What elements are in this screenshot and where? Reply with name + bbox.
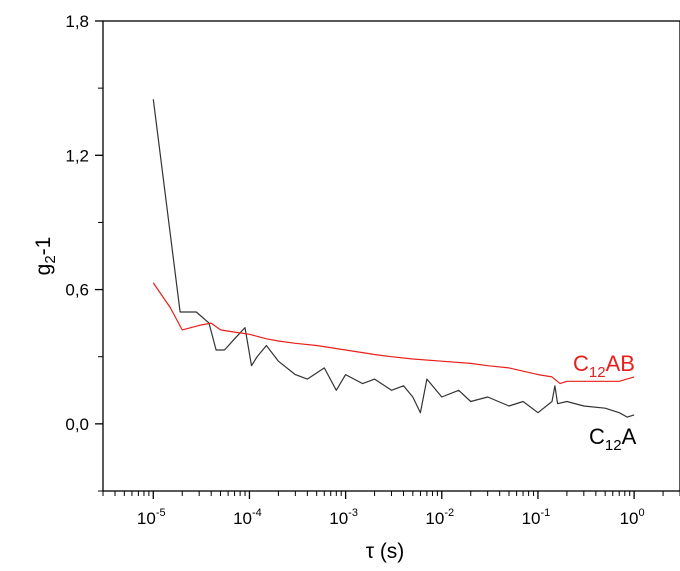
x-tick-label: 10-2 (425, 507, 454, 528)
series-line-c12a (152, 99, 635, 418)
axis-major-ticks (95, 20, 635, 499)
y-axis-title-rest: -1 (32, 237, 55, 256)
series-label-c12a: C12A (589, 424, 637, 454)
y-tick-labels: 0,0 0,6 1,2 1,8 (65, 12, 89, 434)
plot-frame (102, 20, 680, 492)
y-tick-label: 1,2 (65, 146, 89, 165)
y-tick-label: 0,0 (65, 415, 89, 434)
x-tick-labels: 10-5 10-4 10-3 10-2 10-1 100 (137, 507, 645, 528)
series-label-c12a-rest: A (622, 424, 637, 449)
y-axis-title-base: g (32, 264, 55, 276)
x-tick-label: 10-1 (522, 507, 551, 528)
series-line-c12ab (152, 282, 635, 385)
series-label-c12a-sub: 12 (605, 437, 622, 454)
series-label-c12ab-sub: 12 (589, 364, 606, 381)
series-layer (152, 99, 635, 418)
series-label-c12ab-base: C (573, 351, 589, 376)
y-tick-label: 0,6 (65, 281, 89, 300)
y-axis-title-sub: 2 (42, 255, 59, 263)
y-axis-title: g2-1 (32, 237, 59, 276)
x-tick-label: 10-4 (233, 507, 262, 528)
series-label-c12ab-rest: AB (606, 351, 635, 376)
x-tick-label: 100 (620, 507, 645, 528)
x-minor-ticks (102, 491, 680, 496)
x-axis-title: τ (s) (366, 540, 405, 563)
x-tick-label: 10-3 (329, 507, 358, 528)
x-tick-label: 10-5 (137, 507, 166, 528)
y-tick-label: 1,8 (65, 12, 89, 31)
series-label-c12a-base: C (589, 424, 605, 449)
series-label-c12ab: C12AB (573, 351, 635, 381)
